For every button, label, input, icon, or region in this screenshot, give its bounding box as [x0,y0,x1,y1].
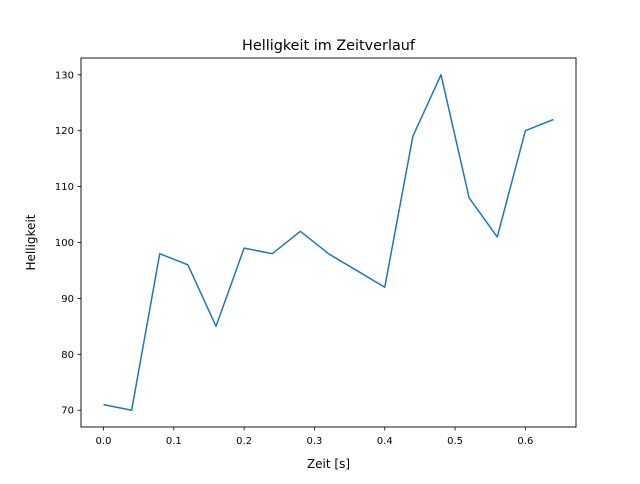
x-tick-label: 0.6 [517,436,533,447]
y-tick-label: 130 [55,70,74,81]
x-tick-label: 0.1 [166,436,182,447]
x-axis-label: Zeit [s] [307,457,350,471]
plot-area [103,74,554,411]
chart-title: Helligkeit im Zeitverlauf [242,38,416,54]
x-tick-label: 0.0 [96,436,112,447]
y-tick-label: 70 [61,406,74,417]
y-tick-label: 80 [61,350,74,361]
y-tick-label: 120 [55,126,74,137]
x-tick-label: 0.4 [377,436,393,447]
y-axis: 70 80 90 100 110 120 130 [55,70,81,417]
x-tick-label: 0.5 [447,436,463,447]
y-tick-label: 100 [55,238,74,249]
y-tick-label: 90 [61,294,74,305]
x-tick-label: 0.3 [306,436,322,447]
y-axis-label: Helligkeit [24,214,38,270]
x-tick-label: 0.2 [236,436,252,447]
series-line-helligkeit [103,74,554,411]
x-axis: 0.0 0.1 0.2 0.3 0.4 0.5 0.6 [96,427,533,447]
axes-frame [80,57,577,428]
y-tick-label: 110 [55,182,74,193]
